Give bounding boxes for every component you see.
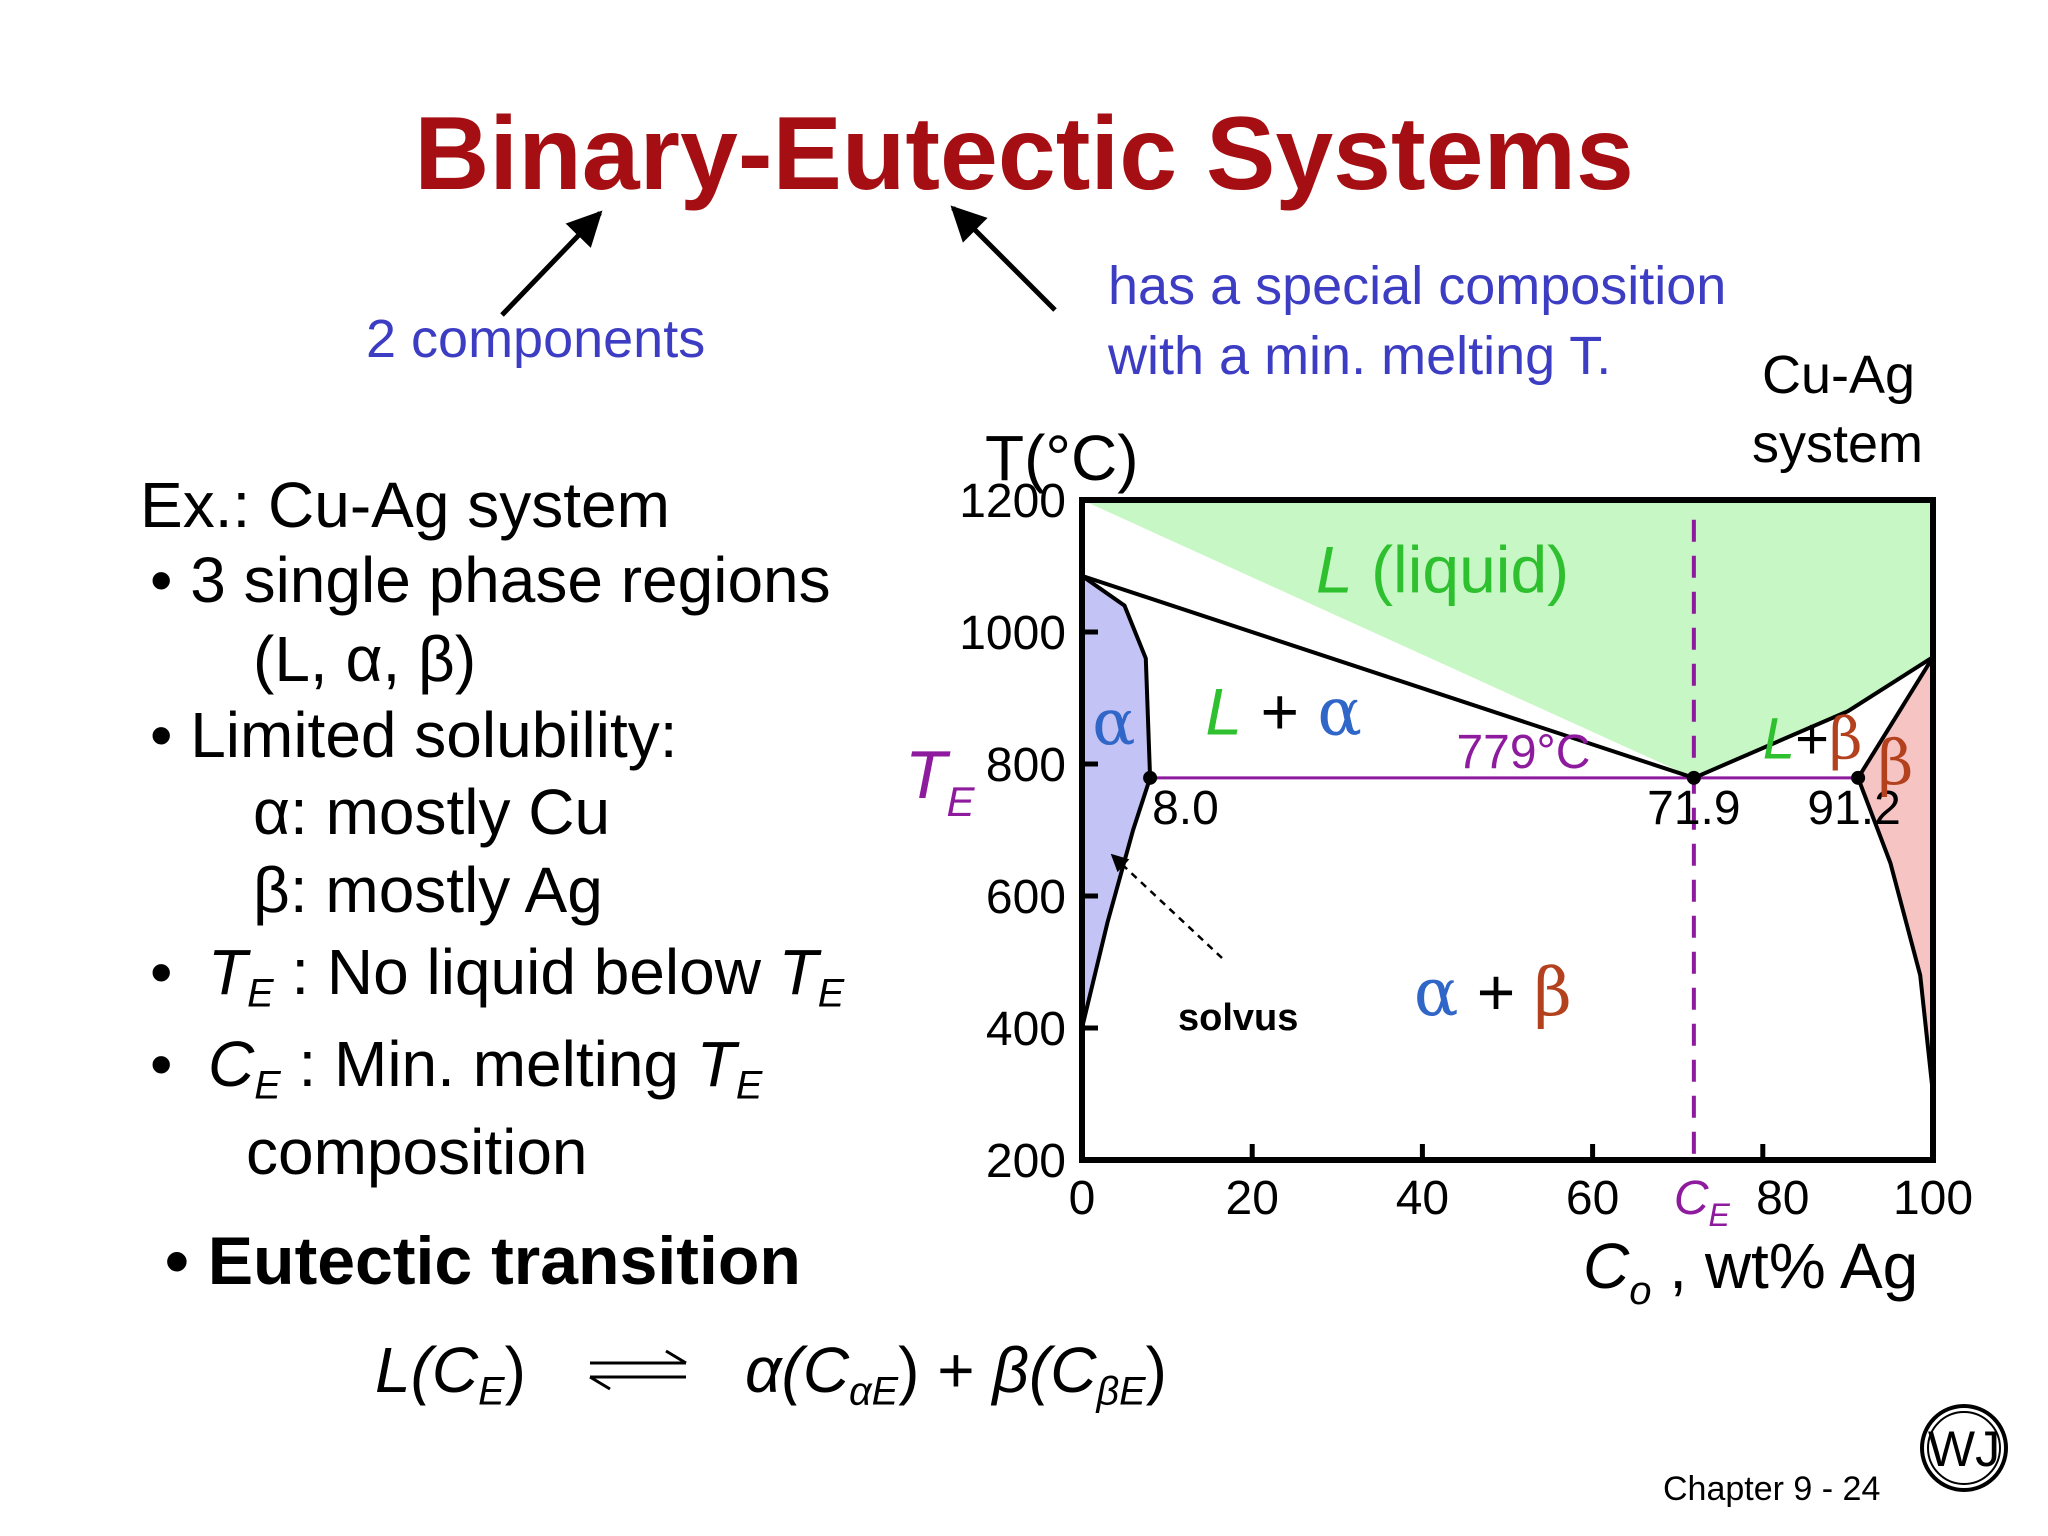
reaction-alpha-close: )	[898, 1334, 920, 1406]
bullet-4-text: : Min. melting	[280, 1028, 697, 1100]
ce-symbol: C	[207, 1028, 255, 1100]
label-eutectic-temp: 779°C	[1456, 726, 1590, 779]
te-axis-label: TE	[905, 737, 976, 825]
x-tick-label: 80	[1756, 1172, 1809, 1225]
region-label-l-beta: L+β	[1763, 705, 1863, 773]
note-special-composition-2: with a min. melting T.	[1108, 326, 1612, 386]
liquidus-left	[1081, 574, 1695, 780]
reaction-alpha-sub: αE	[849, 1370, 898, 1414]
label-c-eutectic: 71.9	[1647, 782, 1740, 835]
slide-title: Binary-Eutectic Systems	[414, 96, 1634, 212]
reaction-beta: β(C	[992, 1334, 1097, 1406]
eutectic-heading-text: Eutectic transition	[207, 1223, 801, 1299]
solidus-right	[1856, 656, 1935, 779]
bullet-4-line2: composition	[246, 1116, 588, 1188]
bullet-4: • CE : Min. melting TE	[150, 1028, 763, 1108]
eutectic-heading: • Eutectic transition	[165, 1223, 801, 1299]
axis-ticks: 200 400 600 800 1000 1200 0 20 40 60 80 100	[959, 475, 1973, 1225]
y-tick-label: 400	[986, 1003, 1066, 1056]
region-label-beta: β	[1878, 726, 1914, 799]
equilibrium-arrow-icon	[589, 1349, 687, 1391]
label-c-alpha: 8.0	[1152, 782, 1219, 835]
logo-icon: WJ	[1920, 1404, 2008, 1492]
footer-page: Chapter 9 - 24	[1663, 1470, 1881, 1508]
reaction-l-ce: L(C	[375, 1334, 479, 1406]
reaction-plus: +	[919, 1334, 993, 1406]
te-subscript-3: E	[735, 1063, 763, 1108]
example-heading: Ex.: Cu-Ag system	[140, 469, 670, 541]
bullet-2: • Limited solubility:	[150, 699, 678, 771]
note-special-composition-1: has a special composition	[1108, 256, 1727, 316]
bullet-3-text: : No liquid below	[273, 936, 779, 1008]
x-tick-label: 100	[1893, 1172, 1973, 1225]
reaction-alpha-sub-e: E	[871, 1369, 899, 1414]
solidus-left	[1080, 574, 1153, 778]
bullet-1-subtext: (L, α, β)	[253, 623, 477, 695]
region-liquid	[1082, 500, 1933, 778]
y-tick-label: 1200	[959, 475, 1066, 528]
point-beta-eutectic	[1851, 770, 1866, 785]
bullet-3: • TE : No liquid below TE	[150, 936, 845, 1016]
te-symbol-3: T	[696, 1028, 736, 1100]
x-tick-label: 20	[1226, 1172, 1279, 1225]
solvus-label: solvus	[1178, 997, 1298, 1039]
solvus-pointer	[1110, 853, 1223, 959]
arrow-to-binary	[500, 210, 603, 317]
system-label-2: system	[1752, 414, 1924, 474]
solvus-right	[1856, 777, 1935, 1095]
y-tick-label: 600	[986, 871, 1066, 924]
reaction-beta-sub: βE	[1096, 1370, 1145, 1414]
region-label-alpha: α	[1092, 686, 1135, 760]
reaction-beta-sub-b: β	[1096, 1369, 1120, 1414]
y-tick-label: 1000	[959, 607, 1066, 660]
reaction-alpha-sub-a: α	[849, 1369, 872, 1414]
system-label-1: Cu-Ag	[1762, 345, 1916, 405]
solvus-left	[1080, 777, 1153, 1029]
logo-letters: WJ	[1928, 1421, 2000, 1477]
reaction-beta-sub-e: E	[1119, 1369, 1146, 1414]
y-axis-label: T(°C)	[985, 422, 1139, 494]
region-label-l-alpha: L + α	[1205, 673, 1362, 750]
point-eutectic	[1686, 770, 1701, 785]
te-subscript: E	[247, 971, 274, 1016]
reaction-right: α(CαE) + β(CβE)	[745, 1333, 1167, 1415]
note-two-components: 2 components	[366, 309, 706, 369]
region-label-alpha-beta: α + β	[1414, 954, 1572, 1031]
te-symbol-2: T	[778, 936, 818, 1008]
reaction-l-sub: E	[478, 1369, 505, 1414]
ce-subscript: E	[254, 1063, 281, 1108]
label-c-beta: 91.2	[1807, 782, 1900, 835]
publisher-logo: WJ	[1918, 1402, 2010, 1494]
x-tick-label: 60	[1566, 1172, 1619, 1225]
y-tick-label: 800	[986, 739, 1066, 792]
region-alpha	[1082, 575, 1151, 1028]
bullet-2-text: Limited solubility:	[190, 699, 678, 771]
bullet-2-alpha: α: mostly Cu	[253, 776, 611, 848]
y-tick-label: 200	[986, 1135, 1066, 1188]
region-label-liquid: L (liquid)	[1316, 532, 1569, 606]
x-tick-label: 0	[1069, 1172, 1096, 1225]
te-subscript-2: E	[817, 971, 845, 1016]
liquidus-right	[1693, 655, 1935, 780]
bullet-1: • 3 single phase regions	[150, 544, 831, 616]
bullet-1-text: 3 single phase regions	[190, 544, 831, 616]
reaction-left: L(CE)	[375, 1333, 526, 1415]
bullet-2-beta: β: mostly Ag	[253, 854, 603, 926]
point-alpha-eutectic	[1143, 770, 1158, 785]
reaction-alpha: α(C	[745, 1334, 850, 1406]
reaction-l-close: )	[504, 1334, 526, 1406]
plot-frame	[1079, 497, 1936, 1163]
ce-axis-label: CE	[1674, 1172, 1731, 1233]
arrow-to-eutectic	[950, 205, 1057, 312]
reaction-beta-close: )	[1145, 1334, 1167, 1406]
te-symbol: T	[207, 936, 248, 1008]
x-axis-label: Co , wt% Ag	[1583, 1230, 1918, 1313]
x-tick-label: 40	[1396, 1172, 1449, 1225]
